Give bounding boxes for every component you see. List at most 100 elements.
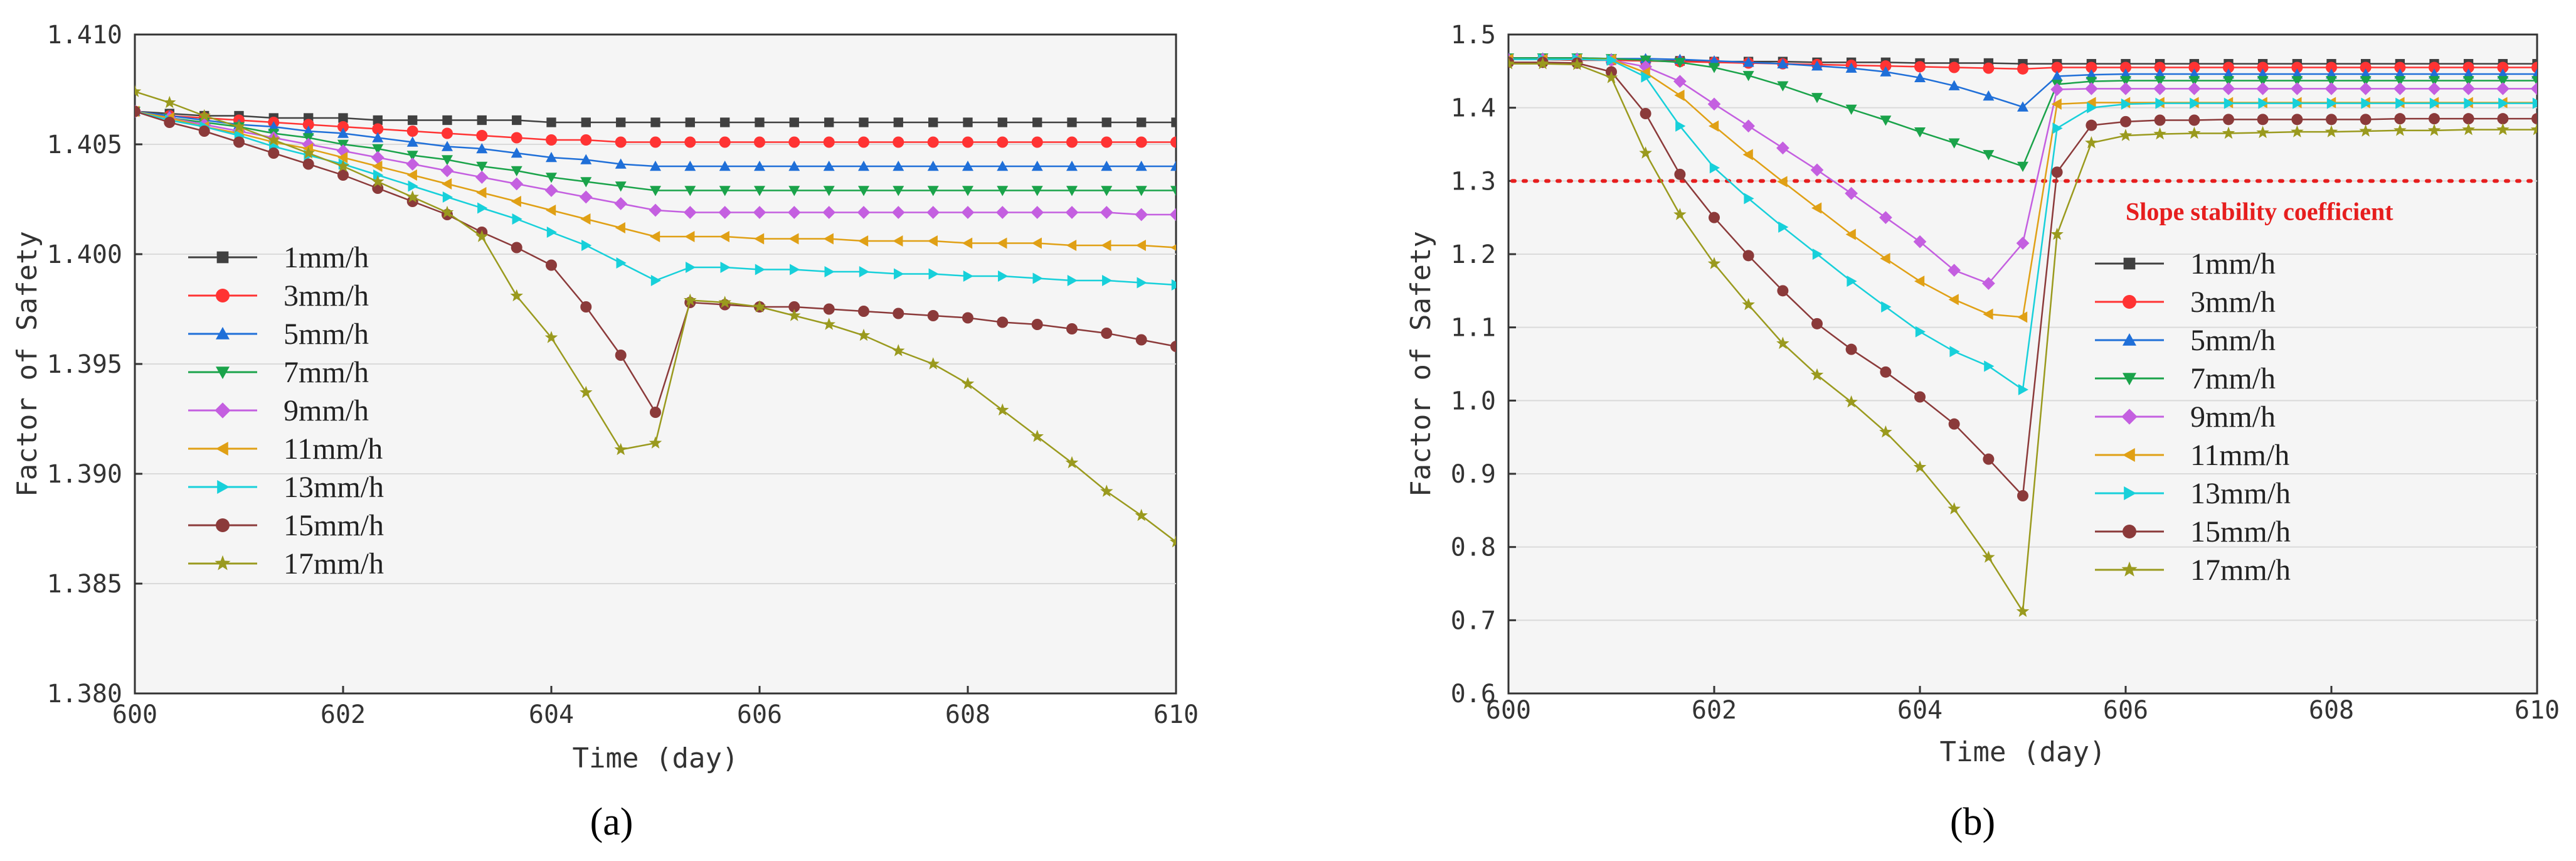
data-point bbox=[2223, 68, 2234, 79]
data-point bbox=[2223, 62, 2234, 73]
data-point bbox=[2086, 62, 2097, 73]
data-point bbox=[1709, 211, 1720, 223]
x-tick-label: 608 bbox=[945, 700, 990, 729]
data-point bbox=[1137, 117, 1147, 127]
legend-marker bbox=[216, 442, 228, 456]
data-point bbox=[927, 310, 939, 321]
data-point bbox=[684, 293, 697, 306]
data-point bbox=[2359, 124, 2372, 137]
legend-item: 7mm/h bbox=[188, 356, 369, 389]
data-point bbox=[373, 115, 383, 126]
data-point bbox=[476, 130, 488, 141]
data-point bbox=[406, 158, 420, 171]
data-point bbox=[1845, 104, 1857, 115]
data-point bbox=[1982, 277, 1995, 291]
data-point bbox=[2530, 122, 2537, 136]
data-point bbox=[580, 177, 592, 188]
data-point bbox=[2429, 62, 2440, 73]
data-point bbox=[2429, 76, 2440, 87]
data-point bbox=[1984, 360, 1995, 372]
data-point bbox=[1742, 119, 1755, 133]
data-point bbox=[2257, 114, 2269, 126]
legend-marker bbox=[215, 402, 231, 419]
data-point bbox=[2496, 122, 2510, 136]
data-point bbox=[2018, 383, 2028, 395]
data-point bbox=[1170, 136, 1176, 148]
data-point bbox=[2359, 82, 2372, 95]
data-point bbox=[2085, 136, 2098, 149]
data-point bbox=[442, 191, 453, 203]
data-point bbox=[894, 268, 904, 280]
data-point bbox=[2257, 62, 2269, 73]
data-point bbox=[1777, 285, 1789, 297]
data-point bbox=[961, 206, 975, 219]
data-point bbox=[1948, 294, 1959, 306]
data-point bbox=[650, 117, 660, 127]
data-point bbox=[997, 117, 1007, 127]
data-point bbox=[372, 144, 384, 154]
data-point bbox=[2462, 62, 2474, 73]
data-point bbox=[372, 161, 383, 172]
data-point bbox=[2291, 114, 2303, 126]
data-point bbox=[1067, 117, 1077, 127]
data-point bbox=[858, 136, 869, 148]
data-point bbox=[406, 190, 419, 203]
data-point bbox=[615, 350, 627, 361]
data-point bbox=[720, 262, 731, 273]
data-point bbox=[927, 161, 939, 171]
data-point bbox=[302, 119, 314, 131]
data-point bbox=[616, 257, 627, 269]
data-point bbox=[891, 206, 905, 219]
data-point bbox=[2394, 76, 2406, 87]
data-point bbox=[2360, 62, 2372, 73]
data-point bbox=[754, 136, 765, 148]
legend-item: 9mm/h bbox=[2095, 400, 2276, 434]
y-tick-label: 1.405 bbox=[47, 131, 122, 159]
data-point bbox=[683, 206, 697, 219]
data-point bbox=[338, 113, 348, 123]
data-point bbox=[163, 95, 176, 109]
data-point bbox=[546, 152, 557, 163]
data-point bbox=[1915, 326, 1926, 338]
data-point bbox=[1170, 186, 1176, 196]
data-point bbox=[1031, 319, 1043, 330]
data-point bbox=[650, 275, 661, 286]
data-point bbox=[2393, 82, 2407, 95]
legend-item: 3mm/h bbox=[2095, 286, 2276, 319]
data-point bbox=[2154, 76, 2166, 87]
data-point bbox=[1709, 63, 1720, 73]
data-point bbox=[961, 377, 975, 390]
y-tick-label: 1.395 bbox=[47, 350, 122, 379]
data-point bbox=[1604, 71, 1618, 83]
data-point bbox=[893, 186, 904, 196]
data-point bbox=[1949, 346, 1960, 358]
panel-a-series bbox=[135, 85, 1176, 548]
data-point bbox=[1065, 456, 1079, 469]
data-point bbox=[440, 164, 454, 178]
data-point bbox=[997, 161, 1009, 171]
legend-item: 15mm/h bbox=[2095, 515, 2291, 548]
data-point bbox=[615, 136, 627, 148]
data-point bbox=[858, 186, 869, 196]
data-point bbox=[754, 186, 765, 196]
data-point bbox=[1709, 55, 1720, 66]
data-point bbox=[1948, 264, 1961, 277]
series-17mm-per-h bbox=[1508, 56, 2537, 618]
x-tick-label: 600 bbox=[112, 700, 157, 729]
data-point bbox=[1508, 56, 1515, 70]
data-point bbox=[858, 235, 869, 247]
data-point bbox=[1948, 502, 1961, 515]
y-tick-label: 1.385 bbox=[47, 570, 122, 599]
data-point bbox=[2120, 76, 2131, 87]
data-point bbox=[2017, 490, 2028, 501]
data-point bbox=[1135, 136, 1147, 148]
data-point bbox=[2257, 76, 2269, 87]
data-point bbox=[2394, 62, 2406, 73]
data-point bbox=[2223, 76, 2234, 87]
data-point bbox=[233, 136, 245, 148]
data-point bbox=[546, 117, 556, 127]
data-point bbox=[1135, 186, 1147, 196]
data-point bbox=[1606, 54, 1617, 66]
data-point bbox=[2017, 101, 2028, 112]
data-point bbox=[1810, 163, 1824, 177]
